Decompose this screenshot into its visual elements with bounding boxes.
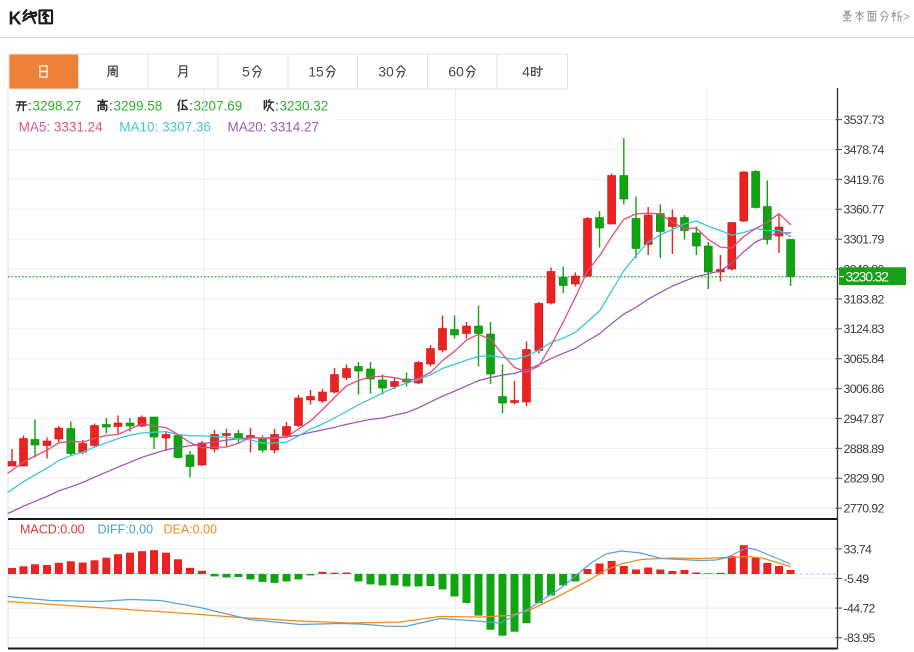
svg-text:2829.90: 2829.90 xyxy=(844,472,885,486)
svg-text:3299.58: 3299.58 xyxy=(114,99,163,114)
svg-text:3298.27: 3298.27 xyxy=(33,99,82,114)
svg-text:3301.79: 3301.79 xyxy=(844,233,885,247)
svg-text:2947.87: 2947.87 xyxy=(844,412,885,426)
svg-text:15: 15 xyxy=(308,64,324,80)
svg-text:K: K xyxy=(9,9,22,29)
svg-text::: : xyxy=(28,99,32,114)
svg-text:-44.72: -44.72 xyxy=(844,602,876,616)
svg-text:-83.95: -83.95 xyxy=(844,631,876,645)
svg-text:3230.32: 3230.32 xyxy=(280,99,329,114)
svg-text:MACD:0.00: MACD:0.00 xyxy=(20,523,85,537)
svg-text::: : xyxy=(109,99,113,114)
svg-text:3006.86: 3006.86 xyxy=(844,382,885,396)
svg-text:DEA:0.00: DEA:0.00 xyxy=(164,523,218,537)
svg-text:30: 30 xyxy=(378,64,394,80)
svg-text:3230.32: 3230.32 xyxy=(846,269,890,285)
svg-text:3360.77: 3360.77 xyxy=(844,203,885,217)
svg-text:3183.82: 3183.82 xyxy=(844,292,885,306)
svg-text:5: 5 xyxy=(242,64,250,80)
svg-text:3478.74: 3478.74 xyxy=(844,143,885,157)
svg-text::: : xyxy=(275,99,279,114)
svg-text:-5.49: -5.49 xyxy=(844,572,870,586)
svg-text:3537.73: 3537.73 xyxy=(844,113,885,127)
svg-text:2770.92: 2770.92 xyxy=(844,502,885,516)
svg-text:MA10: 3307.36: MA10: 3307.36 xyxy=(119,120,211,135)
svg-text:3065.84: 3065.84 xyxy=(844,352,885,366)
svg-text:>: > xyxy=(903,10,910,24)
svg-text:MA5: 3331.24: MA5: 3331.24 xyxy=(19,120,104,135)
svg-text:3207.69: 3207.69 xyxy=(194,99,243,114)
svg-text:60: 60 xyxy=(448,64,464,80)
svg-text:3419.76: 3419.76 xyxy=(844,173,885,187)
svg-text:3124.83: 3124.83 xyxy=(844,322,885,336)
svg-text:33.74: 33.74 xyxy=(844,542,873,556)
svg-text::: : xyxy=(189,99,193,114)
svg-text:MA20: 3314.27: MA20: 3314.27 xyxy=(228,120,320,135)
svg-text:2888.89: 2888.89 xyxy=(844,442,885,456)
svg-text:4: 4 xyxy=(522,64,530,80)
svg-text:DIFF:0.00: DIFF:0.00 xyxy=(98,523,154,537)
